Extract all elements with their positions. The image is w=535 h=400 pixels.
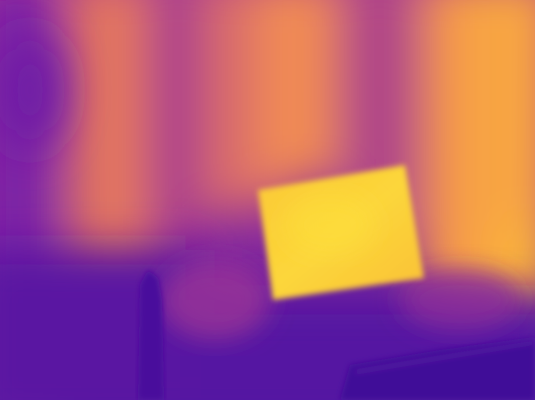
- post-silhouette: [138, 270, 164, 400]
- mid-lower-tones: [160, 260, 520, 340]
- ledge-silhouette: [340, 338, 535, 400]
- near-panel: [258, 165, 424, 300]
